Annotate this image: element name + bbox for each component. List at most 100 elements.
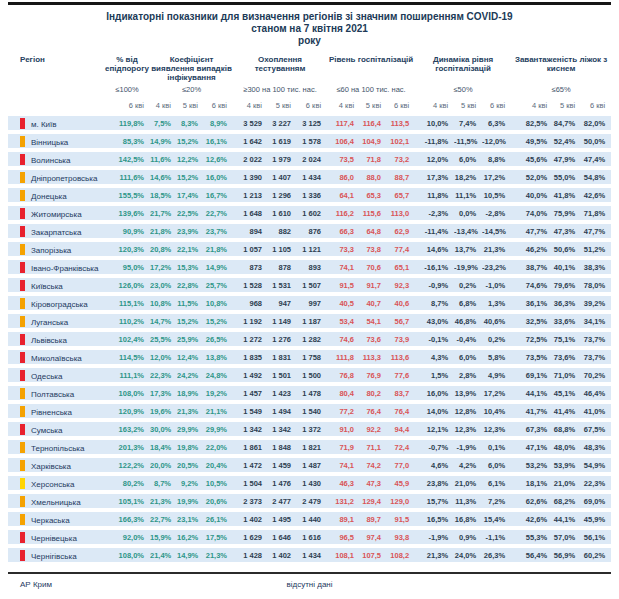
value-cell-hosp_dynamics: 12,8% (454, 404, 482, 418)
value-cell-testing: 1 434 (297, 170, 327, 184)
region-cell: Рівненська (8, 404, 104, 418)
value-cell-epidemic_threshold: 114,5% (104, 350, 150, 364)
value-cell-testing: 876 (297, 224, 327, 238)
report-title: Індикаторні показники для визначення рег… (8, 11, 611, 47)
region-cell: Львівська (8, 332, 104, 346)
value-cell-testing: 2 022 (233, 152, 268, 166)
value-cell-hosp_dynamics: 17,3% (415, 170, 454, 184)
region-name: Тернопільська (31, 444, 84, 453)
value-cell-hosp_dynamics: -12,0% (482, 134, 511, 148)
value-cell-hospitalization: 104,9 (360, 134, 387, 148)
value-cell-hospitalization: 74,1 (327, 260, 360, 274)
table-row: Рівненська120,9%19,6%21,3%21,1%1 5491 49… (8, 404, 611, 418)
status-marker-red (20, 334, 25, 345)
status-marker-orange (20, 172, 25, 183)
value-cell-hosp_dynamics: 21,3% (482, 242, 511, 256)
value-cell-hospitalization: 92,3 (387, 278, 415, 292)
value-cell-oxygen_beds: 41,0% (581, 404, 611, 418)
region-name: Закарпатська (31, 228, 81, 237)
value-cell-detection: 20,8% (150, 242, 177, 256)
value-cell-detection: 12,0% (150, 350, 177, 364)
value-cell-oxygen_beds: 36,1% (511, 296, 553, 310)
value-cell-epidemic_threshold: 90,9% (104, 224, 150, 238)
value-cell-hosp_dynamics: -11,5% (454, 134, 482, 148)
value-cell-epidemic_threshold: 122,2% (104, 458, 150, 472)
value-cell-testing: 873 (233, 260, 268, 274)
value-cell-detection: 21,8% (204, 242, 233, 256)
value-cell-testing: 3 529 (233, 116, 268, 130)
threshold-epidemic: ≤100% (104, 86, 150, 97)
value-cell-detection: 15,2% (177, 170, 204, 184)
value-cell-oxygen_beds: 70,2% (581, 368, 611, 382)
value-cell-detection: 22,8% (177, 278, 204, 292)
value-cell-oxygen_beds: 52,0% (511, 170, 553, 184)
region-name: Житомирська (31, 210, 82, 219)
value-cell-epidemic_threshold: 115,1% (104, 296, 150, 310)
value-cell-epidemic_threshold: 163,2% (104, 422, 150, 436)
value-cell-oxygen_beds: 56,4% (511, 548, 553, 562)
value-cell-oxygen_beds: 49,5% (511, 134, 553, 148)
value-cell-detection: 16,1% (204, 134, 233, 148)
title-line-2: станом на 7 квітня 2021 (8, 23, 611, 35)
value-cell-detection: 18,9% (177, 386, 204, 400)
value-cell-hospitalization: 86,0 (327, 170, 360, 184)
value-cell-testing: 1 629 (233, 530, 268, 544)
value-cell-detection: 24,8% (204, 368, 233, 382)
value-cell-hosp_dynamics: -2,3% (415, 206, 454, 220)
value-cell-hospitalization: 73,8 (360, 242, 387, 256)
value-cell-detection: 21,3% (204, 548, 233, 562)
region-name: Дніпропетровська (31, 174, 97, 183)
region-cell: Черкаська (8, 512, 104, 526)
region-cell: Харківська (8, 458, 104, 472)
date-label: 5 кві (553, 101, 581, 112)
value-cell-oxygen_beds: 34,1% (581, 314, 611, 328)
table-row: Полтавська108,0%17,3%18,9%19,2%1 4571 42… (8, 386, 611, 400)
value-cell-hospitalization: 76,9 (360, 368, 387, 382)
region-cell: Закарпатська (8, 224, 104, 238)
value-cell-hospitalization: 74,2 (360, 458, 387, 472)
value-cell-detection: 8,9% (204, 116, 233, 130)
value-cell-oxygen_beds: 67,3% (511, 422, 553, 436)
table-row: Вінницька85,3%14,9%15,2%16,1%1 6421 6191… (8, 134, 611, 148)
value-cell-testing: 1 213 (233, 188, 268, 202)
status-marker-orange (20, 496, 25, 507)
value-cell-hospitalization: 131,2 (327, 494, 360, 508)
value-cell-oxygen_beds: 69,0% (581, 494, 611, 508)
value-cell-detection: 29,9% (204, 422, 233, 436)
value-cell-detection: 29,9% (177, 422, 204, 436)
value-cell-oxygen_beds: 47,9% (553, 152, 581, 166)
value-cell-hospitalization: 71,9 (327, 440, 360, 454)
value-cell-hospitalization: 47,3 (360, 476, 387, 490)
table-row: Донецька155,5%18,5%17,4%16,7%1 2131 2961… (8, 188, 611, 202)
region-name: Вінницька (31, 138, 68, 147)
value-cell-hospitalization: 65,7 (387, 188, 415, 202)
value-cell-hospitalization: 88,0 (360, 170, 387, 184)
value-cell-hospitalization: 117,4 (327, 116, 360, 130)
value-cell-testing: 1 390 (233, 170, 268, 184)
status-marker-red (20, 280, 25, 291)
value-cell-oxygen_beds: 53,2% (511, 458, 553, 472)
value-cell-detection: 16,2% (177, 530, 204, 544)
value-cell-hospitalization: 56,7 (387, 314, 415, 328)
value-cell-hosp_dynamics: 24,0% (454, 548, 482, 562)
value-cell-epidemic_threshold: 111,1% (104, 368, 150, 382)
value-cell-hospitalization: 72,4 (387, 440, 415, 454)
column-group-oxygen-beds: Завантаженість ліжок з киснем (511, 55, 611, 82)
region-name: м. Київ (31, 120, 57, 129)
value-cell-testing: 1 648 (233, 206, 268, 220)
value-cell-oxygen_beds: 55,3% (511, 530, 553, 544)
region-name: Волинська (31, 156, 70, 165)
value-cell-oxygen_beds: 54,9% (581, 458, 611, 472)
status-marker-orange (20, 190, 25, 201)
value-cell-hosp_dynamics: 14,6% (415, 242, 454, 256)
value-cell-detection: 8,7% (150, 476, 177, 490)
value-cell-oxygen_beds: 75,9% (553, 206, 581, 220)
value-cell-epidemic_threshold: 110,2% (104, 314, 150, 328)
status-marker-red (20, 154, 25, 165)
value-cell-testing: 882 (268, 224, 297, 238)
value-cell-testing: 1 549 (233, 404, 268, 418)
region-name: Сумська (31, 426, 62, 435)
value-cell-hosp_dynamics: -1,9% (415, 530, 454, 544)
status-marker-red (20, 550, 25, 561)
value-cell-testing: 1 500 (297, 368, 327, 382)
